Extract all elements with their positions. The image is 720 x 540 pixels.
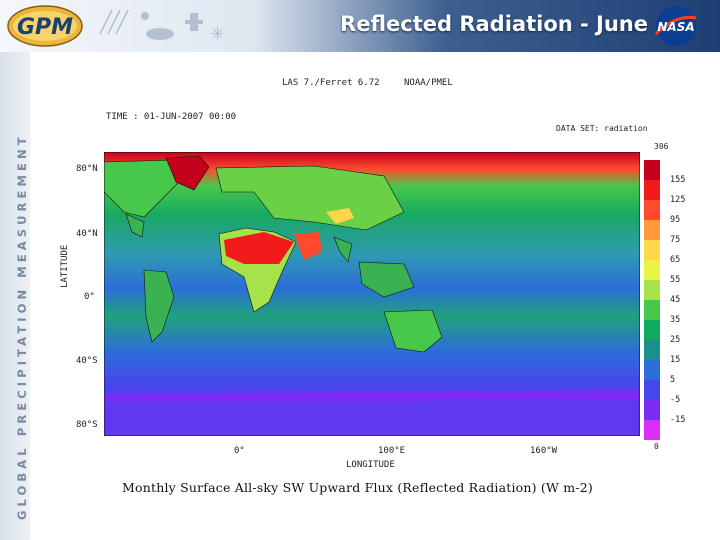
colorbar-tick-label: -15 <box>670 415 686 425</box>
nasa-logo-text: NASA <box>657 20 694 34</box>
colorbar-swatch <box>644 220 660 241</box>
colorbar-swatch <box>644 340 660 361</box>
nasa-logo: NASA <box>654 6 697 46</box>
sidebar-band <box>0 52 30 540</box>
colorbar-tick-label: 45 <box>670 295 681 305</box>
south-america-landmass <box>143 269 175 343</box>
gpm-logo-text: GPM <box>17 15 73 40</box>
colorbar-swatch <box>644 160 660 181</box>
colorbar-tick-label: 125 <box>670 195 686 205</box>
time-label: TIME : 01-JUN-2007 00:00 <box>106 112 237 122</box>
colorbar-tick-label: 5 <box>670 375 676 385</box>
colorbar-swatch <box>644 180 660 201</box>
gpm-logo: GPM <box>7 5 83 47</box>
colorbar-tick-label: 55 <box>670 275 681 285</box>
colorbar-tick-label: 65 <box>670 255 681 265</box>
reflected-radiation-map <box>104 152 640 436</box>
colorbar-swatch <box>644 200 660 221</box>
colorbar-swatch <box>644 360 660 381</box>
colorbar-tick-label: 35 <box>670 315 681 325</box>
eurasia-landmass <box>215 165 405 231</box>
lat-tick-label: 80°S <box>76 420 98 430</box>
colorbar-max-label: 306 <box>654 142 669 151</box>
greenland-landmass <box>165 155 210 191</box>
slide-header: GPM ✳ Reflected Radiation - June NASA <box>0 0 720 52</box>
lat-tick-label: 40°N <box>76 229 98 239</box>
software-label: LAS 7./Ferret 6.72 <box>282 78 380 88</box>
southern-ocean-band <box>104 400 640 436</box>
central-america-landmass <box>125 213 145 238</box>
colorbar-swatch <box>644 420 660 440</box>
colorbar-tick-label: 75 <box>670 235 681 245</box>
figure-caption: Monthly Surface All-sky SW Upward Flux (… <box>122 480 593 495</box>
satellite-rain-art: ✳ <box>99 9 225 45</box>
colorbar-swatch <box>644 300 660 321</box>
tibet-reflectance-region <box>326 208 354 224</box>
colorbar-swatch <box>644 380 660 401</box>
colorbar-tick-label: 15 <box>670 355 681 365</box>
svg-text:✳: ✳ <box>210 24 225 45</box>
colorbar-swatch <box>644 280 660 301</box>
colorbar-min-label: 0 <box>654 442 659 451</box>
lat-tick-label: 40°S <box>76 356 98 366</box>
org-label: NOAA/PMEL <box>404 78 453 88</box>
colorbar-swatch <box>644 260 660 281</box>
dataset-label: DATA SET: radiation <box>556 124 648 133</box>
lon-tick-label: 100°E <box>378 446 406 456</box>
lat-tick-label: 80°N <box>76 164 98 174</box>
colorbar-tick-label: -5 <box>670 395 681 405</box>
colorbar-tick-label: 155 <box>670 175 686 185</box>
lat-tick-label: 0° <box>84 292 95 302</box>
maritime-continent-landmass <box>358 261 415 298</box>
australia-landmass <box>383 309 443 353</box>
colorbar-tick-label: 25 <box>670 335 681 345</box>
longitude-axis-title: LONGITUDE <box>346 460 395 470</box>
colorbar-swatch <box>644 400 660 421</box>
sahara-reflectance-region <box>224 232 294 264</box>
india-landmass <box>333 236 353 263</box>
lon-tick-label: 0° <box>234 446 245 456</box>
colorbar-swatch <box>644 240 660 261</box>
colorbar-swatch <box>644 320 660 341</box>
arabia-reflectance-region <box>294 232 322 260</box>
lon-tick-label: 160°W <box>530 446 558 456</box>
colorbar-tick-label: 95 <box>670 215 681 225</box>
slide-title: Reflected Radiation - June <box>340 12 648 36</box>
colorbar <box>644 160 660 440</box>
sidebar-tagline: GLOBAL PRECIPITATION MEASUREMENT <box>15 133 29 520</box>
latitude-axis-title: LATITUDE <box>60 244 70 288</box>
